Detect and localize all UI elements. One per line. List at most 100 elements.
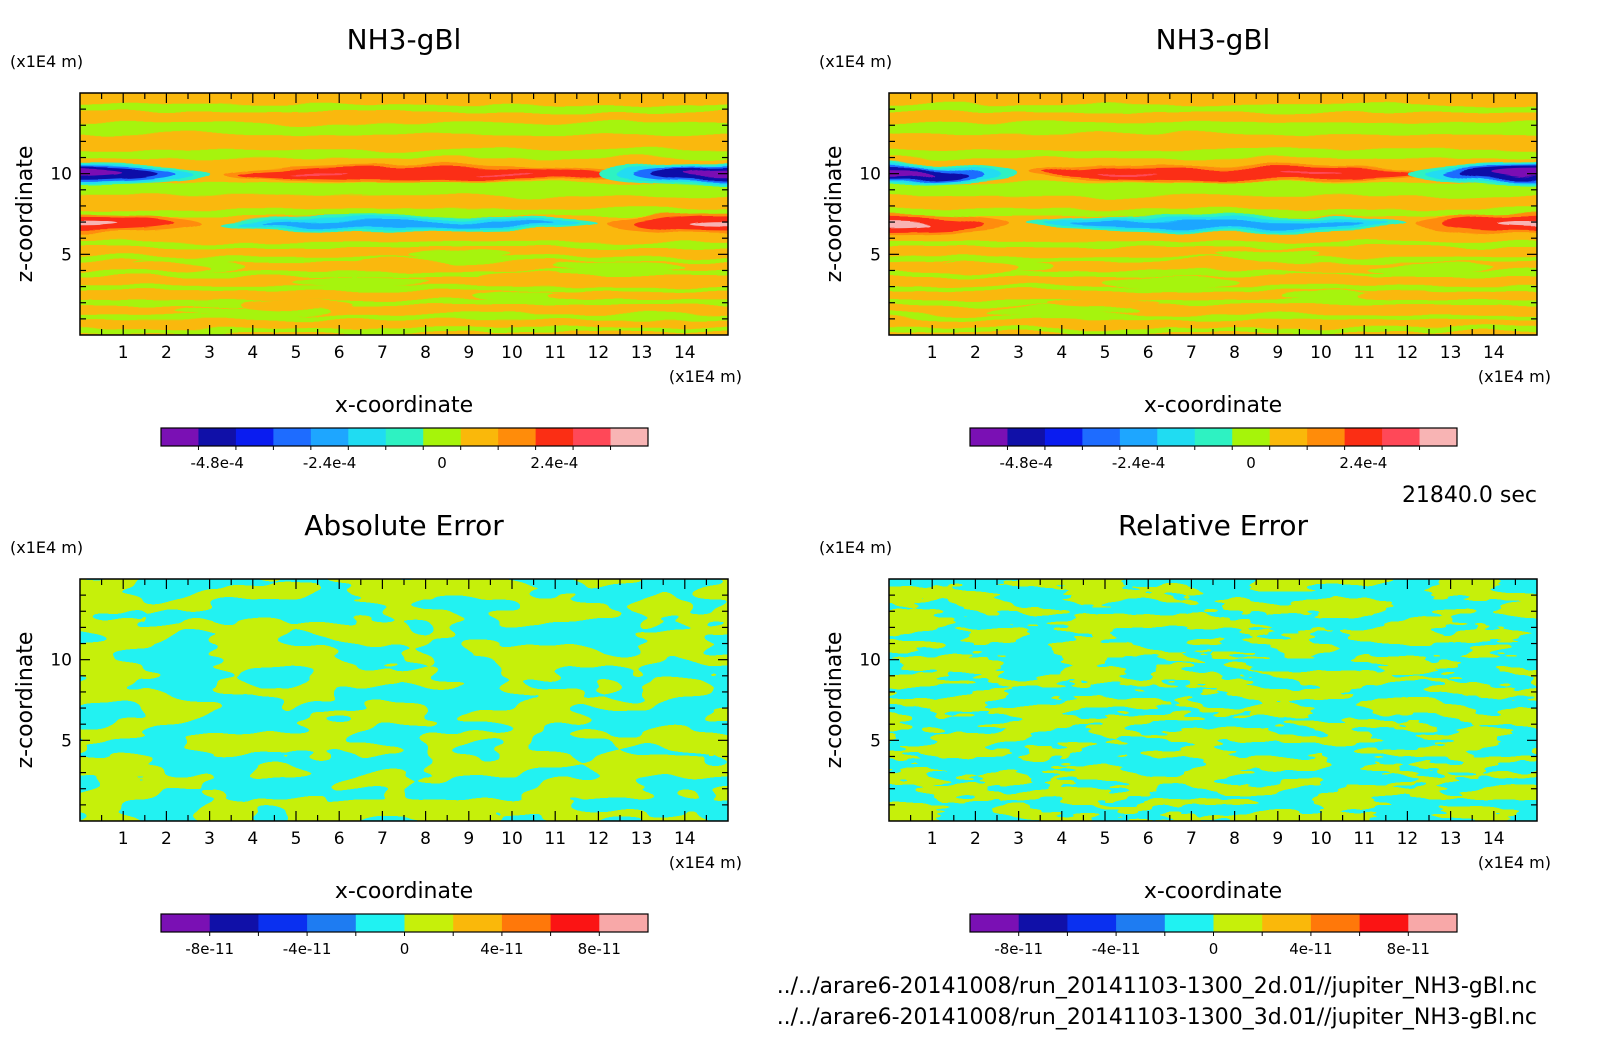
x-tick-label: 11 (1353, 829, 1375, 849)
colorbar-swatch (348, 428, 387, 446)
contour-band (261, 220, 556, 227)
colorbar-tick-label: -2.4e-4 (1112, 454, 1165, 472)
contour-band (80, 216, 176, 231)
contour-field (889, 579, 1537, 821)
colorbar: -8e-11 -4e-11 0 4e-11 8e-11 (969, 913, 1458, 958)
contour-band (80, 150, 728, 159)
x-tick-label: 10 (1310, 829, 1332, 849)
contour-band (123, 262, 210, 273)
colorbar-swatch (404, 914, 454, 932)
colorbar-tick-label: 0 (400, 940, 410, 958)
y-axis-label: z-coordinate (822, 146, 847, 283)
x-tick-label: 5 (1100, 829, 1111, 849)
colorbar-swatch (1067, 914, 1117, 932)
colorbar-swatch (273, 428, 312, 446)
colorbar-swatch (1157, 428, 1196, 446)
y-unit-label: (x1E4 m) (10, 52, 83, 71)
contour-band (1161, 258, 1265, 270)
contour-band (80, 208, 728, 217)
x-tick-label: 3 (204, 829, 215, 849)
contour-band (889, 299, 1537, 306)
x-tick-label: 2 (161, 343, 172, 363)
x-tick-label: 1 (118, 343, 129, 363)
x-tick-label: 6 (1143, 343, 1154, 363)
x-tick-label: 4 (1056, 829, 1067, 849)
plot-area (80, 93, 728, 335)
colorbar-swatch (501, 914, 552, 932)
x-axis-label: x-coordinate (1144, 393, 1282, 418)
colorbar-tick-label: 0 (437, 454, 447, 472)
contour-band (239, 299, 353, 310)
colorbar-swatch (385, 428, 424, 446)
contour-band (889, 183, 1537, 197)
contour-band (80, 285, 728, 291)
colorbar-swatch (599, 914, 649, 932)
contour-field (80, 579, 728, 821)
plot-area (889, 93, 1537, 335)
x-unit-label: (x1E4 m) (669, 853, 742, 872)
contour-band (287, 172, 348, 175)
x-tick-label: 10 (1310, 343, 1332, 363)
contour-band (80, 183, 728, 197)
contour-band (1441, 216, 1537, 231)
colorbar-swatch (970, 428, 1008, 446)
colorbar-swatch (970, 914, 1020, 932)
colorbar-swatch (1213, 914, 1263, 932)
colorbar-tick-label: 0 (1246, 454, 1256, 472)
colorbar-swatch (1232, 428, 1271, 446)
colorbar-swatch (573, 428, 612, 446)
contour-band (632, 216, 728, 231)
contour-band (1282, 172, 1343, 175)
contour-band (889, 150, 1537, 159)
contour-band (291, 276, 430, 287)
contour-band (80, 241, 728, 248)
x-tick-label: 6 (334, 829, 345, 849)
contour-band (477, 272, 564, 282)
colorbar-swatch (550, 914, 600, 932)
x-tick-label: 14 (1483, 829, 1505, 849)
contour-band (889, 208, 1537, 217)
colorbar-tick-label: 8e-11 (578, 940, 621, 958)
colorbar-tick-label: -8e-11 (994, 940, 1043, 958)
colorbar-swatch (1119, 428, 1158, 446)
colorbar-swatch (1382, 428, 1421, 446)
x-tick-label: 14 (1483, 343, 1505, 363)
chart-title: Absolute Error (304, 509, 504, 542)
contour-band (80, 104, 728, 112)
x-tick-label: 7 (1186, 829, 1197, 849)
colorbar-swatch (235, 428, 274, 446)
contour-band (80, 270, 728, 277)
chart-title: NH3-gBl (1156, 23, 1271, 56)
y-tick-label: 5 (870, 245, 881, 265)
colorbar-swatch (1269, 428, 1308, 446)
colorbar-swatch (1018, 914, 1068, 932)
x-tick-label: 11 (1353, 343, 1375, 363)
contour-band (80, 314, 728, 320)
colorbar-tick-label: -4e-11 (1092, 940, 1141, 958)
colorbar-tick-label: -8e-11 (185, 940, 234, 958)
x-tick-label: 10 (501, 829, 523, 849)
contour-band (473, 172, 534, 175)
colorbar-swatch (1044, 428, 1083, 446)
contour-field (889, 93, 1537, 335)
x-tick-label: 11 (544, 343, 566, 363)
plot-area (80, 579, 728, 821)
x-tick-label: 11 (544, 829, 566, 849)
x-tick-label: 4 (247, 829, 258, 849)
colorbar-tick-label: 4e-11 (1289, 940, 1332, 958)
y-tick-label: 10 (50, 651, 72, 671)
y-tick-label: 5 (61, 245, 72, 265)
contour-band (1048, 299, 1162, 310)
contour-band (1493, 170, 1537, 178)
colorbar-tick-label: -4e-11 (283, 940, 332, 958)
x-tick-label: 5 (1100, 343, 1111, 363)
x-tick-label: 8 (1229, 829, 1240, 849)
x-tick-label: 10 (501, 343, 523, 363)
x-tick-label: 3 (1013, 343, 1024, 363)
x-tick-label: 3 (204, 343, 215, 363)
x-tick-label: 12 (1397, 343, 1419, 363)
